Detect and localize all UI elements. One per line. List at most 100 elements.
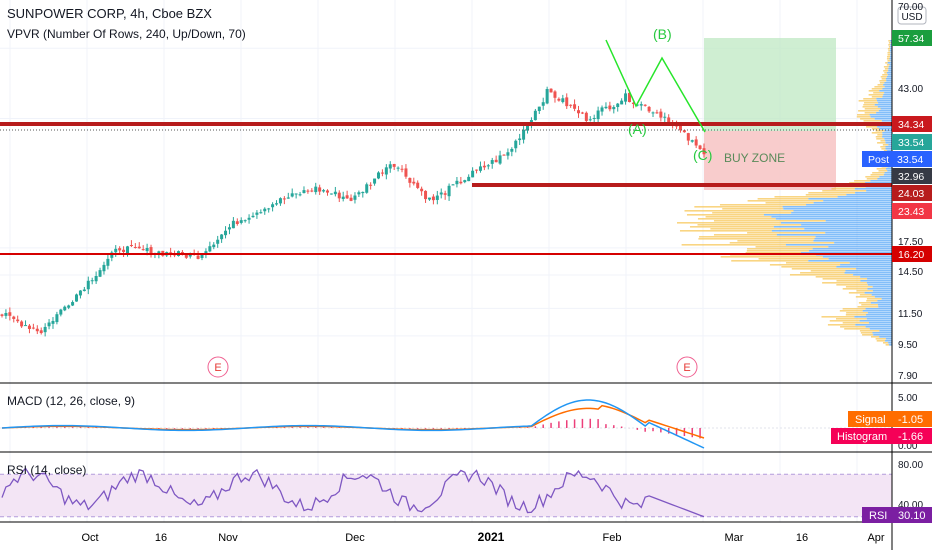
candle[interactable] [47, 319, 51, 330]
candle[interactable] [651, 111, 655, 118]
candle[interactable] [451, 184, 455, 186]
candle[interactable] [463, 179, 467, 184]
candle[interactable] [702, 143, 706, 158]
candle[interactable] [326, 189, 330, 196]
candle[interactable] [639, 101, 643, 111]
candle[interactable] [455, 176, 459, 188]
price-axis[interactable]: 70.00 43.00 17.50 14.50 11.50 9.50 7.90 [898, 2, 923, 382]
candle[interactable] [447, 183, 451, 201]
candle[interactable] [275, 200, 279, 206]
candle[interactable] [616, 102, 620, 112]
stop-zone[interactable] [704, 131, 836, 190]
candle[interactable] [537, 106, 541, 114]
candle[interactable] [110, 250, 114, 262]
candle[interactable] [439, 188, 443, 199]
candle[interactable] [573, 99, 577, 112]
candle[interactable] [490, 157, 494, 169]
candle[interactable] [357, 190, 361, 197]
candle[interactable] [314, 182, 318, 195]
candle[interactable] [106, 254, 110, 270]
candle[interactable] [216, 235, 220, 248]
candle[interactable] [541, 97, 545, 110]
candle[interactable] [133, 243, 137, 249]
candle[interactable] [545, 86, 549, 105]
candle[interactable] [12, 315, 16, 323]
earnings-marker[interactable]: E [207, 356, 229, 378]
candle[interactable] [698, 144, 702, 150]
candle[interactable] [369, 182, 373, 190]
candle[interactable] [345, 190, 349, 199]
candle[interactable] [16, 315, 20, 323]
candle[interactable] [631, 101, 635, 109]
candle[interactable] [141, 245, 145, 251]
candle[interactable] [690, 139, 694, 143]
earnings-marker[interactable]: E [676, 356, 698, 378]
candle[interactable] [98, 267, 102, 278]
candle[interactable] [318, 184, 322, 196]
candle[interactable] [122, 246, 126, 258]
candle[interactable] [592, 114, 596, 123]
candle[interactable] [365, 182, 369, 194]
candle[interactable] [35, 325, 39, 335]
candle[interactable] [659, 108, 663, 122]
candle[interactable] [78, 290, 82, 299]
candle[interactable] [561, 94, 565, 104]
macd-pane[interactable] [0, 399, 892, 449]
candle[interactable] [333, 186, 337, 197]
candle[interactable] [471, 167, 475, 178]
macd-line[interactable] [1, 399, 705, 449]
candle[interactable] [686, 132, 690, 146]
candle[interactable] [8, 307, 12, 321]
candle[interactable] [514, 139, 518, 153]
candles[interactable] [0, 86, 706, 337]
candle[interactable] [498, 150, 502, 165]
candle[interactable] [478, 161, 482, 173]
candle[interactable] [208, 241, 212, 253]
candle[interactable] [400, 165, 404, 173]
candle[interactable] [94, 271, 98, 284]
candle[interactable] [624, 89, 628, 105]
candle[interactable] [271, 202, 275, 212]
candle[interactable] [329, 193, 333, 195]
candle[interactable] [302, 186, 306, 194]
candle[interactable] [353, 192, 357, 204]
candle[interactable] [63, 305, 67, 312]
candle[interactable] [384, 164, 388, 180]
candle[interactable] [239, 217, 243, 225]
candle[interactable] [373, 178, 377, 186]
wave-c-label[interactable]: (C) [693, 147, 712, 163]
candle[interactable] [577, 105, 581, 118]
candle[interactable] [137, 242, 141, 249]
candle[interactable] [565, 93, 569, 109]
candle[interactable] [196, 250, 200, 260]
candle[interactable] [349, 194, 353, 202]
candle[interactable] [255, 210, 259, 219]
candle[interactable] [31, 323, 35, 330]
candle[interactable] [90, 277, 94, 285]
candle[interactable] [267, 207, 271, 213]
candle[interactable] [663, 112, 667, 122]
time-axis[interactable]: Oct 16 Nov Dec 2021 Feb Mar 16 Apr [81, 530, 884, 544]
candle[interactable] [243, 219, 247, 223]
candle[interactable] [502, 154, 506, 156]
candle[interactable] [380, 169, 384, 177]
candle[interactable] [643, 104, 647, 107]
candle[interactable] [235, 218, 239, 226]
candle[interactable] [486, 164, 490, 170]
candle[interactable] [475, 169, 479, 174]
candle[interactable] [75, 293, 79, 302]
candle[interactable] [467, 174, 471, 182]
candle[interactable] [0, 313, 4, 318]
candle[interactable] [294, 193, 298, 199]
candle[interactable] [125, 245, 129, 257]
candle[interactable] [459, 176, 463, 185]
candle[interactable] [282, 196, 286, 205]
candle[interactable] [231, 217, 235, 229]
candle[interactable] [596, 106, 600, 124]
abc-wave-path[interactable] [605, 39, 706, 133]
target-zone[interactable] [704, 38, 836, 131]
candle[interactable] [694, 136, 698, 149]
candle[interactable] [259, 209, 263, 214]
candle[interactable] [43, 323, 47, 337]
candle[interactable] [427, 197, 431, 201]
